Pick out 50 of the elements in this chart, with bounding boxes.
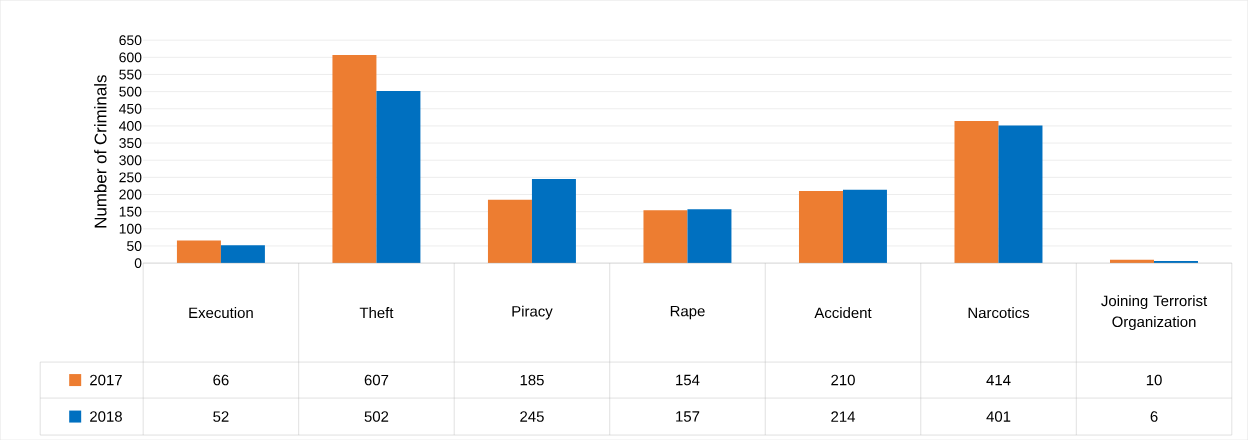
data-label: 502 <box>364 411 389 422</box>
y-tick-label: 400 <box>119 120 142 131</box>
y-tick-label: 50 <box>127 240 142 251</box>
data-label: 52 <box>213 411 229 422</box>
y-tick-label: 650 <box>119 35 142 45</box>
y-tick-label: 100 <box>119 223 142 234</box>
y-tick-label: 600 <box>119 52 142 63</box>
x-tick-label: Accident <box>814 306 872 318</box>
bar <box>487 199 532 263</box>
bar <box>376 90 421 263</box>
data-label: 10 <box>1146 374 1162 386</box>
data-label: 66 <box>213 374 229 386</box>
y-tick-label: 0 <box>134 258 142 268</box>
bar <box>176 240 221 263</box>
data-label: 6 <box>1150 411 1158 422</box>
x-tick-label: Piracy <box>512 305 553 320</box>
data-label: 214 <box>831 411 856 422</box>
x-tick-label: Joining Terrorist Organization <box>1101 295 1208 330</box>
data-label: 185 <box>520 374 544 386</box>
data-label: 607 <box>364 374 389 386</box>
y-tick-label: 350 <box>119 137 142 148</box>
y-tick-label: 250 <box>119 172 142 183</box>
bar <box>998 125 1043 263</box>
data-label: 401 <box>986 411 1011 422</box>
x-tick-label: Theft <box>359 306 394 318</box>
bar <box>687 209 732 263</box>
data-label: 210 <box>831 374 855 386</box>
bar <box>842 189 887 263</box>
data-label: 414 <box>986 374 1011 386</box>
bar <box>220 245 265 263</box>
y-tick-label: 150 <box>119 206 142 217</box>
x-tick-label: Narcotics <box>968 306 1030 318</box>
bar <box>531 178 576 263</box>
legend-label: 2017 <box>90 374 122 386</box>
y-axis-title: Number of Criminals <box>94 75 107 228</box>
bar <box>798 190 843 263</box>
x-tick-label: Rape <box>670 305 705 320</box>
data-label: 245 <box>520 411 544 422</box>
y-tick-label: 450 <box>119 103 142 114</box>
y-tick-label: 300 <box>119 155 142 166</box>
bar <box>954 120 999 263</box>
y-tick-label: 550 <box>119 69 142 80</box>
data-label: 154 <box>676 374 700 386</box>
x-tick-label: Execution <box>189 306 253 318</box>
data-label: 157 <box>676 411 700 422</box>
y-tick-label: 200 <box>119 189 142 200</box>
bar <box>332 54 377 263</box>
y-tick-label: 500 <box>119 86 142 97</box>
legend-label: 2018 <box>90 411 122 422</box>
bar <box>643 210 688 263</box>
